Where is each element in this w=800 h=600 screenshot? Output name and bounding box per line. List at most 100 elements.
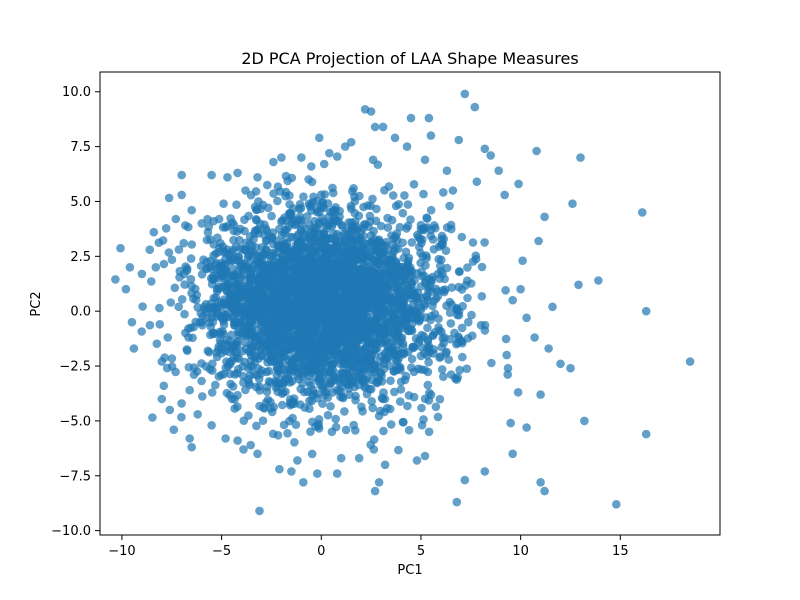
- data-point: [239, 445, 248, 454]
- data-point: [448, 186, 458, 195]
- data-point: [427, 277, 436, 287]
- data-point: [311, 297, 320, 306]
- data-point: [244, 378, 254, 388]
- data-point: [331, 414, 341, 424]
- data-point: [246, 440, 255, 450]
- data-point: [232, 255, 242, 265]
- data-point: [508, 295, 517, 305]
- data-point: [250, 202, 260, 212]
- x-tick-label: 15: [612, 544, 629, 559]
- data-point: [185, 385, 194, 395]
- data-point: [305, 396, 314, 406]
- data-point: [464, 317, 473, 327]
- data-point: [346, 299, 356, 308]
- data-point: [306, 381, 316, 390]
- data-point: [220, 346, 230, 356]
- data-point: [223, 173, 232, 182]
- data-point: [452, 303, 462, 313]
- data-point: [444, 355, 454, 364]
- data-point: [453, 338, 463, 348]
- data-point: [218, 223, 228, 232]
- data-point: [412, 269, 422, 278]
- data-point: [324, 344, 333, 354]
- data-point: [454, 267, 464, 276]
- data-point: [209, 293, 219, 303]
- data-point: [424, 427, 434, 437]
- data-point: [412, 456, 422, 465]
- data-point: [323, 293, 332, 303]
- data-point: [155, 320, 165, 329]
- data-point: [261, 236, 271, 246]
- data-point: [261, 299, 270, 309]
- data-point: [423, 367, 433, 377]
- data-point: [566, 363, 575, 373]
- data-point: [255, 506, 264, 516]
- data-point: [309, 192, 318, 202]
- data-point: [314, 343, 324, 353]
- data-point: [151, 263, 161, 272]
- data-point: [222, 388, 232, 398]
- data-point: [518, 256, 527, 266]
- data-point: [201, 362, 211, 371]
- y-tick-label: −5.0: [59, 414, 91, 429]
- data-point: [358, 367, 368, 376]
- data-point: [278, 400, 287, 410]
- data-point: [580, 416, 589, 426]
- y-axis-ticks: −10.0 −7.5 −5.0 −2.5 0.0 2.5 5.0 7.5 10.0: [51, 85, 100, 539]
- data-point: [185, 434, 194, 443]
- data-point: [327, 308, 337, 318]
- data-point: [275, 464, 284, 474]
- data-point: [318, 198, 327, 207]
- data-point: [514, 179, 523, 189]
- data-point: [326, 377, 336, 386]
- data-point: [137, 327, 146, 336]
- data-point: [273, 196, 282, 206]
- data-point: [189, 294, 198, 304]
- x-axis-label: PC1: [397, 563, 422, 578]
- data-point: [429, 349, 438, 358]
- data-point: [399, 417, 408, 427]
- data-point: [315, 133, 324, 143]
- data-point: [138, 302, 147, 311]
- data-point: [253, 173, 262, 182]
- data-point: [377, 291, 387, 301]
- data-point: [532, 146, 541, 156]
- data-point: [241, 186, 250, 195]
- data-point: [419, 189, 428, 199]
- data-point: [198, 392, 207, 401]
- data-point: [452, 497, 462, 507]
- data-point: [323, 410, 333, 420]
- data-point: [426, 131, 436, 140]
- data-point: [208, 328, 218, 338]
- data-point: [460, 89, 470, 99]
- data-point: [480, 238, 489, 247]
- data-point: [240, 226, 249, 236]
- data-point: [295, 200, 305, 209]
- data-point: [285, 395, 295, 404]
- data-point: [334, 314, 343, 323]
- data-point: [383, 317, 393, 327]
- data-point: [262, 387, 272, 397]
- data-point: [182, 264, 192, 273]
- data-point: [378, 324, 388, 333]
- data-point: [186, 274, 196, 284]
- data-point: [263, 354, 272, 363]
- data-point: [191, 284, 200, 294]
- data-point: [322, 321, 332, 330]
- data-point: [157, 394, 167, 404]
- data-point: [299, 192, 308, 201]
- data-point: [202, 264, 211, 274]
- data-point: [341, 425, 351, 435]
- data-point: [461, 281, 471, 290]
- data-point: [544, 344, 553, 353]
- data-point: [341, 285, 351, 295]
- data-point: [506, 418, 515, 428]
- data-point: [352, 347, 362, 356]
- x-tick-label: −5: [212, 544, 231, 559]
- data-point: [251, 187, 261, 196]
- data-point: [304, 347, 313, 357]
- data-point: [423, 323, 432, 333]
- data-point: [332, 469, 342, 478]
- data-point: [516, 284, 525, 294]
- data-point: [423, 380, 433, 390]
